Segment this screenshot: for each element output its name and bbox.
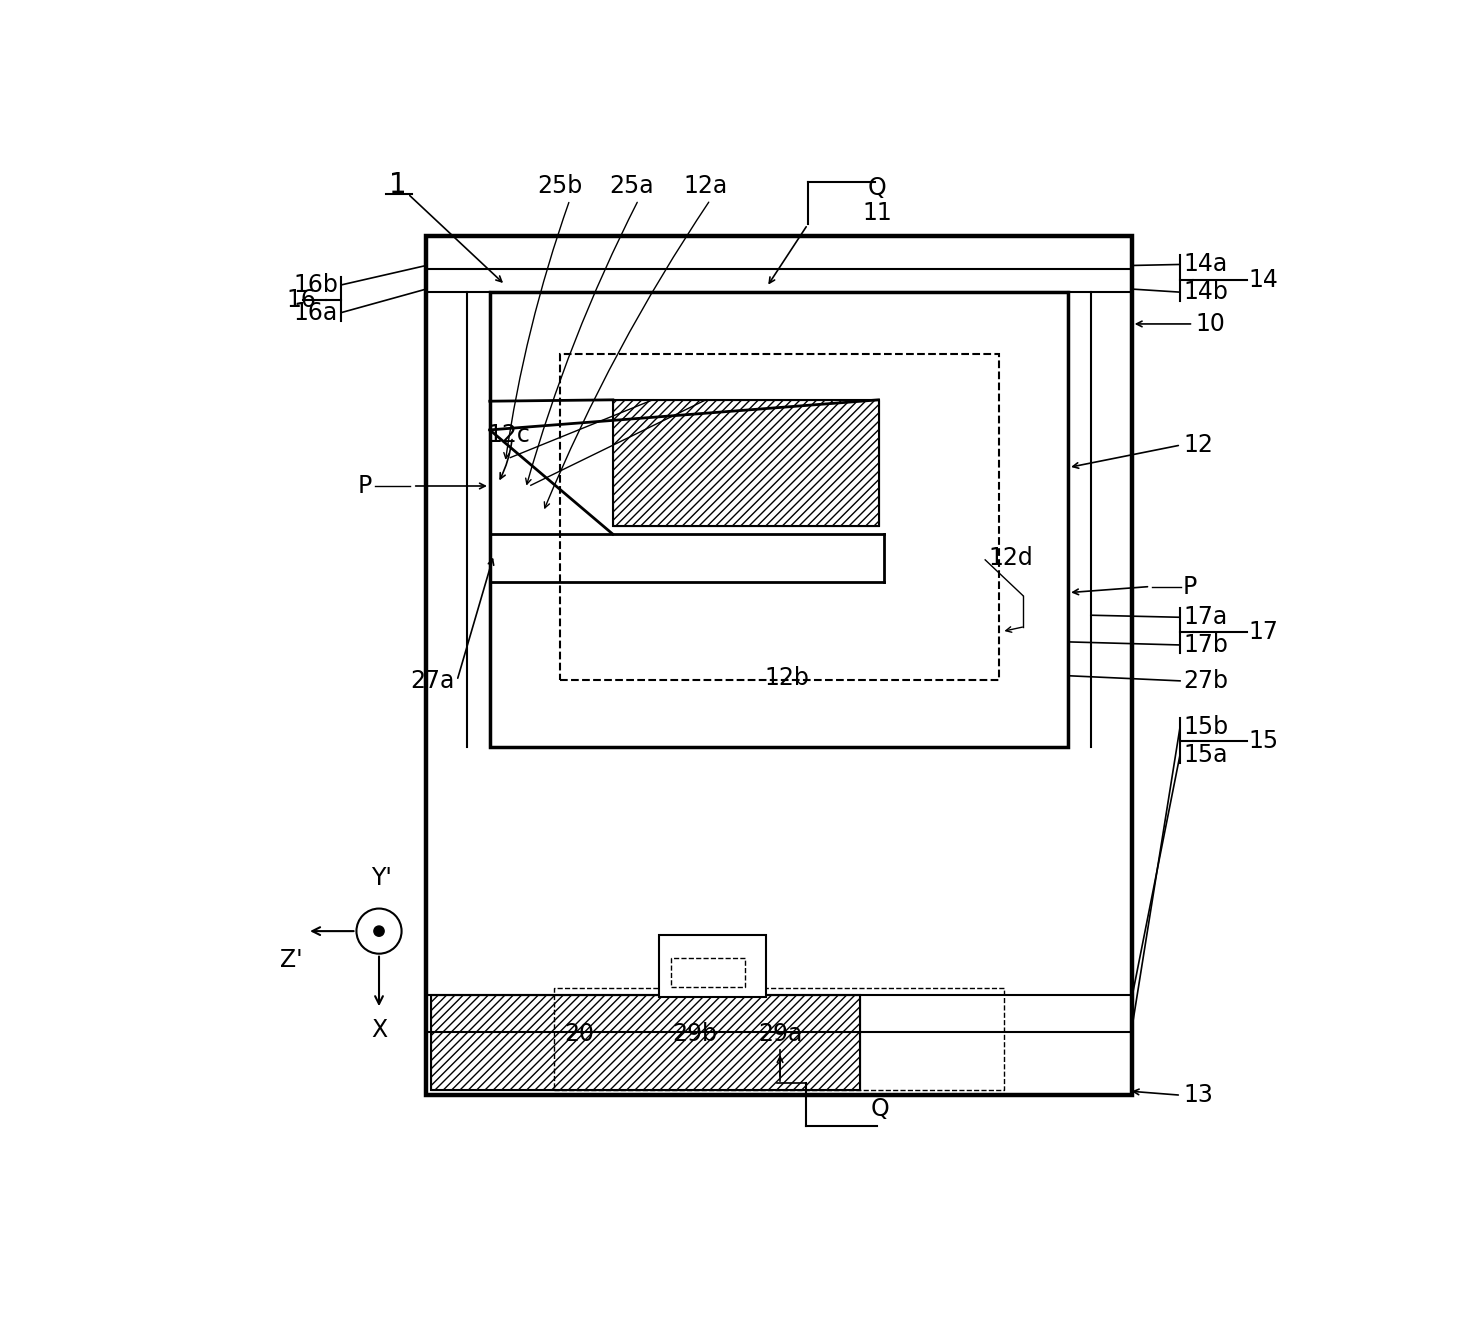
Text: 16b: 16b (294, 273, 338, 297)
Text: 11: 11 (862, 201, 893, 225)
Bar (613, 400, 878, 526)
Text: 17: 17 (1249, 619, 1278, 643)
Text: 25b: 25b (537, 173, 582, 197)
Text: 16a: 16a (294, 301, 338, 325)
Text: 13: 13 (1184, 1083, 1213, 1107)
Bar (431, 995, 861, 1090)
Text: 27a: 27a (410, 669, 455, 693)
Text: 14b: 14b (1184, 280, 1228, 304)
Text: 16: 16 (286, 288, 316, 312)
Text: 17b: 17b (1184, 633, 1228, 657)
Text: 20: 20 (564, 1022, 593, 1046)
Text: 12c: 12c (487, 422, 530, 446)
Bar (490, 292, 1069, 746)
Text: 27b: 27b (1184, 669, 1228, 693)
Text: 25a: 25a (610, 173, 654, 197)
Text: 29a: 29a (757, 1022, 803, 1046)
Text: Q: Q (871, 1096, 889, 1120)
Text: Z': Z' (280, 948, 303, 972)
Text: 1: 1 (388, 172, 406, 200)
Text: 12b: 12b (765, 666, 810, 690)
Text: 12: 12 (1184, 433, 1213, 457)
Text: 15a: 15a (1184, 743, 1228, 767)
Text: Q: Q (868, 176, 887, 200)
Bar (613, 400, 878, 526)
Text: X: X (370, 1018, 387, 1043)
Text: 17a: 17a (1184, 605, 1228, 629)
Bar (672, 958, 745, 987)
Text: P: P (1184, 574, 1197, 598)
Bar (427, 236, 1132, 1095)
Text: Y': Y' (370, 866, 391, 890)
Text: 10: 10 (1196, 312, 1225, 336)
Bar (555, 987, 1004, 1090)
Text: 15b: 15b (1184, 715, 1228, 739)
Circle shape (373, 926, 384, 936)
Text: 12a: 12a (683, 173, 728, 197)
Text: 12d: 12d (989, 546, 1033, 570)
Bar (431, 995, 861, 1090)
Text: 14: 14 (1249, 268, 1278, 292)
Bar (658, 935, 766, 996)
Text: P: P (357, 474, 372, 498)
Text: 29b: 29b (673, 1022, 717, 1046)
Text: 15: 15 (1249, 730, 1278, 754)
Text: 14a: 14a (1184, 253, 1228, 277)
Bar (559, 354, 998, 679)
